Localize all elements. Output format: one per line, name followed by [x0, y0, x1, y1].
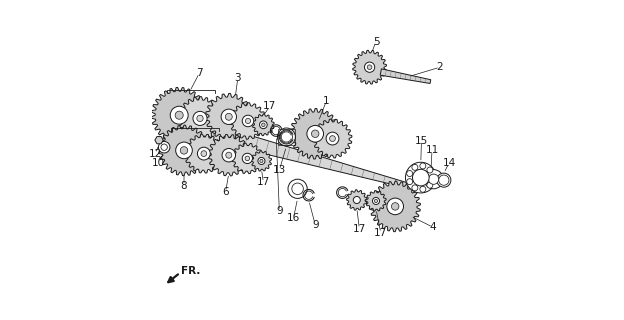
Circle shape [288, 179, 307, 198]
Text: 8: 8 [181, 180, 187, 191]
Circle shape [329, 136, 335, 141]
Text: 14: 14 [442, 158, 456, 168]
Text: 1: 1 [323, 96, 329, 106]
Circle shape [420, 163, 426, 169]
Circle shape [427, 167, 433, 173]
Polygon shape [253, 114, 274, 136]
Text: 10: 10 [152, 157, 165, 168]
Circle shape [201, 151, 207, 156]
Circle shape [260, 159, 263, 163]
Circle shape [170, 106, 188, 124]
Polygon shape [290, 108, 341, 159]
Text: 15: 15 [415, 136, 428, 146]
Circle shape [364, 62, 375, 72]
Circle shape [407, 179, 412, 185]
Circle shape [258, 157, 265, 164]
Text: 12: 12 [149, 148, 162, 159]
Circle shape [412, 185, 418, 191]
Circle shape [407, 171, 412, 177]
Polygon shape [380, 69, 431, 84]
Polygon shape [366, 191, 386, 211]
Circle shape [326, 132, 339, 145]
Circle shape [429, 174, 439, 184]
Circle shape [430, 175, 436, 180]
Text: FR.: FR. [182, 266, 201, 276]
Circle shape [245, 118, 251, 124]
Circle shape [292, 183, 303, 195]
Circle shape [261, 123, 265, 126]
Text: 17: 17 [353, 224, 366, 234]
Circle shape [242, 115, 254, 127]
Circle shape [197, 147, 210, 160]
Text: 2: 2 [437, 62, 443, 72]
Circle shape [374, 199, 378, 203]
Circle shape [406, 162, 436, 193]
Text: 17: 17 [374, 228, 388, 238]
Text: 11: 11 [426, 145, 439, 156]
Circle shape [387, 198, 404, 215]
Text: 9: 9 [276, 206, 283, 216]
Text: 16: 16 [287, 213, 300, 223]
Text: 4: 4 [430, 222, 436, 232]
Text: 7: 7 [196, 68, 203, 78]
Polygon shape [232, 143, 263, 174]
Bar [278, 129, 295, 145]
Polygon shape [168, 112, 409, 188]
Circle shape [439, 175, 449, 185]
Circle shape [278, 128, 295, 146]
Polygon shape [251, 151, 271, 171]
Circle shape [175, 111, 183, 119]
Circle shape [420, 186, 426, 192]
Polygon shape [370, 181, 421, 232]
Circle shape [373, 197, 379, 204]
Polygon shape [184, 134, 223, 173]
Circle shape [424, 170, 443, 189]
Circle shape [158, 141, 170, 153]
Text: 5: 5 [373, 36, 379, 47]
Circle shape [176, 142, 192, 159]
Text: 17: 17 [263, 101, 276, 111]
Circle shape [193, 111, 207, 125]
Text: 3: 3 [235, 73, 241, 84]
Polygon shape [313, 119, 352, 158]
Circle shape [427, 182, 433, 188]
Circle shape [221, 109, 236, 124]
Circle shape [161, 144, 167, 150]
Circle shape [245, 156, 250, 161]
Polygon shape [230, 103, 266, 139]
Circle shape [226, 152, 232, 158]
Circle shape [412, 164, 418, 170]
Circle shape [197, 115, 203, 122]
Circle shape [311, 130, 319, 138]
Circle shape [412, 169, 429, 186]
Polygon shape [208, 134, 250, 176]
Polygon shape [205, 93, 252, 140]
Circle shape [225, 113, 232, 120]
Circle shape [242, 153, 253, 164]
Circle shape [368, 65, 372, 69]
Polygon shape [178, 97, 222, 140]
Circle shape [353, 196, 360, 204]
Polygon shape [155, 137, 163, 144]
Polygon shape [158, 125, 209, 176]
Text: 13: 13 [273, 165, 286, 175]
Text: 17: 17 [256, 177, 270, 188]
Polygon shape [346, 190, 367, 210]
Circle shape [391, 203, 399, 210]
Polygon shape [152, 87, 207, 143]
Circle shape [437, 173, 451, 187]
Circle shape [260, 121, 267, 129]
Polygon shape [353, 50, 386, 84]
Text: 6: 6 [222, 187, 229, 197]
Circle shape [307, 125, 323, 142]
Circle shape [222, 148, 235, 162]
Text: 9: 9 [312, 220, 318, 230]
Circle shape [280, 131, 293, 143]
Circle shape [180, 147, 188, 154]
